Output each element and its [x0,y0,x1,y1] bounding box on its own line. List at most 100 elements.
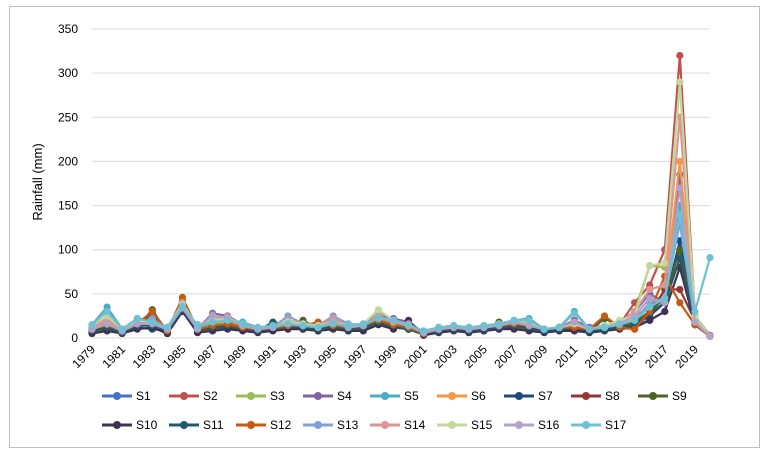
legend-item-s14: S14 [370,418,426,432]
data-point [389,316,398,324]
y-tick-label: 200 [58,154,78,168]
data-point [555,323,563,332]
data-point [676,210,684,218]
data-point [178,302,187,310]
legend-swatch-marker [314,392,322,400]
legend-item-s13: S13 [303,418,359,432]
legend-swatch-marker [247,392,255,400]
data-point [404,322,413,330]
data-point [193,322,202,330]
x-tick-label: 2001 [401,342,430,371]
legend-label: S14 [404,418,426,432]
data-point [178,293,187,301]
x-tick-labels: 1979 1981 1983 1985 1987 1989 1991 1993 1995 1997… [69,342,701,371]
series-s16 [88,184,714,340]
legend-item-s16: S16 [504,418,560,432]
data-point [676,51,684,60]
data-point [661,294,669,302]
data-point [208,311,217,319]
data-point [600,323,609,332]
data-point [646,294,654,302]
data-point [631,325,639,333]
series-line [91,204,711,337]
legend-swatch-marker [448,421,456,429]
legend-swatch-marker [515,392,523,400]
data-point [646,285,654,294]
legend-swatch-marker [180,392,188,400]
legend-item-s3: S3 [236,389,285,403]
data-point [148,307,156,316]
legend-swatch-marker [649,392,657,400]
data-point [103,307,111,316]
legend-swatch-marker [381,421,389,429]
x-tick-label: 1979 [69,342,98,371]
data-point [133,314,141,323]
y-tick-label: 150 [58,199,78,213]
legend-item-s15: S15 [437,418,493,432]
data-point [676,299,684,307]
data-point [570,318,578,326]
data-point [661,259,669,267]
legend-swatch-marker [113,421,121,429]
y-axis-label: Rainfall (mm) [30,143,45,220]
data-point [224,316,232,324]
data-point [374,314,382,323]
data-point [570,309,578,317]
legend-label: S15 [471,418,493,432]
data-point [118,325,126,333]
series-lines [88,51,714,340]
legend-label: S9 [672,389,687,403]
data-point [284,320,292,328]
data-point [374,306,382,314]
data-point [540,325,548,333]
x-tick-label: 2005 [461,342,490,371]
legend-label: S5 [404,389,419,403]
x-tick-label: 1981 [99,342,128,371]
x-tick-label: 2017 [642,342,671,371]
legend-swatch-marker [515,421,523,429]
data-point [314,323,322,332]
x-tick-label: 1993 [280,342,309,371]
data-point [691,318,699,326]
legend-item-s6: S6 [437,389,486,403]
data-point [646,262,654,270]
legend-item-s5: S5 [370,389,419,403]
data-point [646,316,654,324]
legend-swatch-marker [381,392,389,400]
data-point [329,320,337,328]
data-point [706,254,714,262]
x-tick-label: 1983 [130,342,159,371]
x-tick-label: 2011 [552,342,580,370]
legend-label: S16 [538,418,560,432]
x-tick-label: 2019 [672,342,701,371]
x-tick-label: 1991 [250,342,279,371]
legend-label: S4 [337,389,352,403]
legend: S1 S2 S3 S4 S5 S6 S7 S8 S9 S10 S11 S12 S13 S14 S15 S16 S… [102,389,687,432]
x-tick-label: 1985 [160,342,189,371]
data-point [299,322,307,330]
data-point [239,320,247,328]
data-point [510,316,518,324]
legend-swatch-marker [113,392,121,400]
data-point [600,312,609,320]
data-point [585,325,594,333]
legend-label: S6 [471,389,486,403]
data-point [420,327,428,335]
x-tick-label: 1999 [371,342,400,371]
data-point [706,332,714,340]
y-tick-label: 300 [58,66,78,80]
data-point [269,322,277,330]
x-tick-label: 1997 [341,342,370,371]
legend-item-s2: S2 [169,389,218,403]
data-point [450,322,458,330]
legend-item-s1: S1 [102,389,151,403]
data-point [103,320,111,328]
x-tick-label: 2003 [431,342,460,371]
legend-label: S8 [605,389,620,403]
data-point [525,322,533,330]
legend-item-s10: S10 [102,418,158,432]
legend-label: S13 [337,418,359,432]
legend-swatch-marker [582,421,590,429]
data-point [525,316,533,324]
data-point [661,307,669,316]
